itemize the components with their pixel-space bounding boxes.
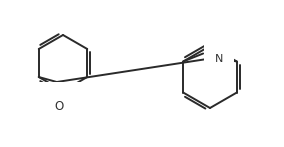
Text: N: N — [215, 54, 223, 64]
Text: O: O — [54, 100, 64, 112]
Text: H: H — [215, 46, 223, 56]
